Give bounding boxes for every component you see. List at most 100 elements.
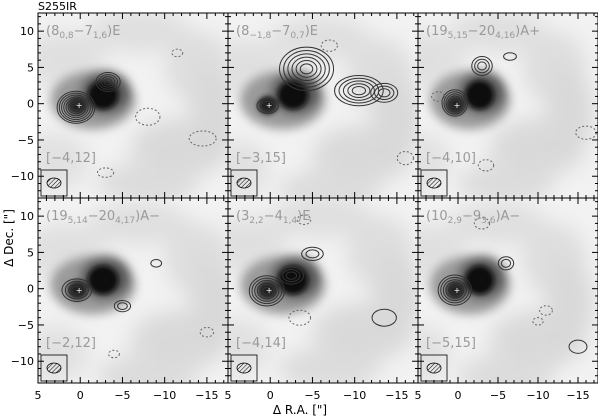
transition-label: (32,2​−41,4​)E	[236, 209, 310, 226]
x-tick-label: −15	[385, 389, 408, 402]
x-tick-label: −10	[343, 389, 366, 402]
beam-ellipse	[236, 177, 252, 189]
contour-level	[445, 281, 465, 299]
contour-level	[68, 283, 86, 297]
contour-level	[69, 102, 83, 113]
continuum-peak	[277, 265, 309, 295]
contour-level	[256, 282, 277, 300]
contour-level	[351, 86, 367, 96]
continuum-peak	[465, 80, 494, 110]
line-contours	[431, 52, 597, 172]
negative-contour	[108, 349, 120, 359]
contour-level	[503, 52, 517, 61]
negative-contour	[135, 107, 161, 126]
contour-level	[259, 284, 275, 298]
contour-level	[370, 82, 399, 103]
continuum-peak	[87, 265, 119, 295]
negative-contour	[431, 91, 445, 102]
contour-level	[262, 286, 272, 295]
x-tick-label: 5	[225, 389, 232, 402]
contour-level	[471, 56, 493, 76]
contour-level	[283, 50, 330, 88]
transition-label: (8−1,8​−70,7​)E	[236, 24, 318, 41]
panel-1: + (80,8​−71,6​)E [−4,12]	[37, 12, 229, 199]
contour-level	[568, 339, 588, 354]
negative-contour	[296, 214, 312, 225]
contour-level	[63, 96, 89, 119]
velocity-range-label: [−2,12]	[46, 336, 96, 351]
x-axis-label: Δ R.A. ["]	[273, 403, 327, 417]
velocity-range-label: [−3,15]	[236, 151, 286, 166]
y-tick-label: 0	[27, 98, 34, 111]
panel-frame	[417, 197, 598, 384]
transition-label: (102,9​−93,6​)A−	[426, 209, 520, 226]
ticks	[417, 198, 598, 383]
x-tick-label: 0	[267, 389, 274, 402]
contour-level	[477, 61, 487, 71]
negative-contour	[532, 317, 544, 326]
panel-4: + (195,14​−204,17​)A− [−2,12]	[37, 197, 229, 384]
beam-ellipse	[236, 362, 252, 374]
contour-level	[291, 56, 322, 82]
beam-ellipse	[46, 177, 62, 189]
contour-level	[61, 94, 91, 121]
contour-level	[278, 266, 304, 285]
panel-5: + (32,2​−41,4​)E [−4,14]	[227, 197, 419, 384]
negative-contour	[199, 327, 215, 338]
x-tick-labels: 5 0 −5 −10 −15 5 0 −5 −10 −15 5 0 −5 −10 −15	[35, 389, 590, 402]
y-tick-label: 10	[20, 25, 34, 38]
x-tick-label: 0	[455, 389, 462, 402]
velocity-range-label: [−4,10]	[426, 151, 476, 166]
transition-label: (80,8​−71,6​)E	[46, 24, 120, 41]
contour-level	[64, 280, 89, 300]
y-tick-labels-top: 10 5 0 −5 −10	[11, 25, 34, 183]
negative-contour	[288, 309, 312, 326]
contour-level	[334, 75, 384, 107]
panel-3: + (195,15​−204,16​)A+ [−4,10]	[417, 12, 598, 199]
ticks	[37, 198, 228, 383]
contour-level	[450, 286, 460, 295]
contour-level	[113, 299, 132, 313]
y-tick-label: 10	[20, 210, 34, 223]
source-name: S255IR	[38, 0, 77, 13]
contour-level	[377, 88, 391, 98]
transition-label: (195,15​−204,16​)A+	[426, 24, 540, 41]
contour-level	[150, 259, 163, 268]
contour-level	[295, 60, 318, 78]
contour-level	[103, 78, 113, 86]
contour-level	[71, 285, 83, 295]
contour-level	[95, 71, 121, 92]
velocity-range-label: [−4,12]	[46, 151, 96, 166]
negative-contour	[96, 167, 115, 178]
contour-level	[445, 93, 465, 113]
y-tick-label: −5	[18, 319, 34, 332]
y-tick-labels-bottom: 10 5 0 −5 −10	[11, 210, 34, 368]
negative-contour	[171, 48, 184, 58]
continuum-map	[430, 71, 510, 130]
transition-label: (195,14​−204,17​)A−	[46, 209, 160, 226]
x-tick-label: 5	[415, 389, 422, 402]
y-tick-label: −5	[18, 134, 34, 147]
contour-level	[449, 97, 461, 109]
panel-grid: + (80,8​−71,6​)E [−4,12] + (8−1,8​−70,7​)E [−…	[37, 12, 598, 384]
contour-level	[371, 308, 397, 327]
source-marker: +	[454, 101, 461, 110]
contour-level	[260, 100, 275, 111]
contour-level	[254, 279, 280, 302]
contour-level	[100, 76, 116, 88]
beam-ellipse	[426, 177, 442, 189]
contour-level	[301, 246, 324, 261]
contour-level	[374, 85, 395, 101]
source-marker: +	[266, 101, 273, 110]
negative-contour	[188, 130, 217, 147]
line-contours	[248, 214, 397, 327]
x-tick-label: −15	[195, 389, 218, 402]
contour-level	[58, 92, 94, 122]
velocity-range-label: [−4,14]	[236, 336, 286, 351]
x-tick-label: −10	[153, 389, 176, 402]
continuum-map	[240, 71, 326, 130]
x-tick-label: −5	[114, 389, 130, 402]
ticks	[37, 13, 228, 198]
contour-level	[248, 275, 285, 307]
